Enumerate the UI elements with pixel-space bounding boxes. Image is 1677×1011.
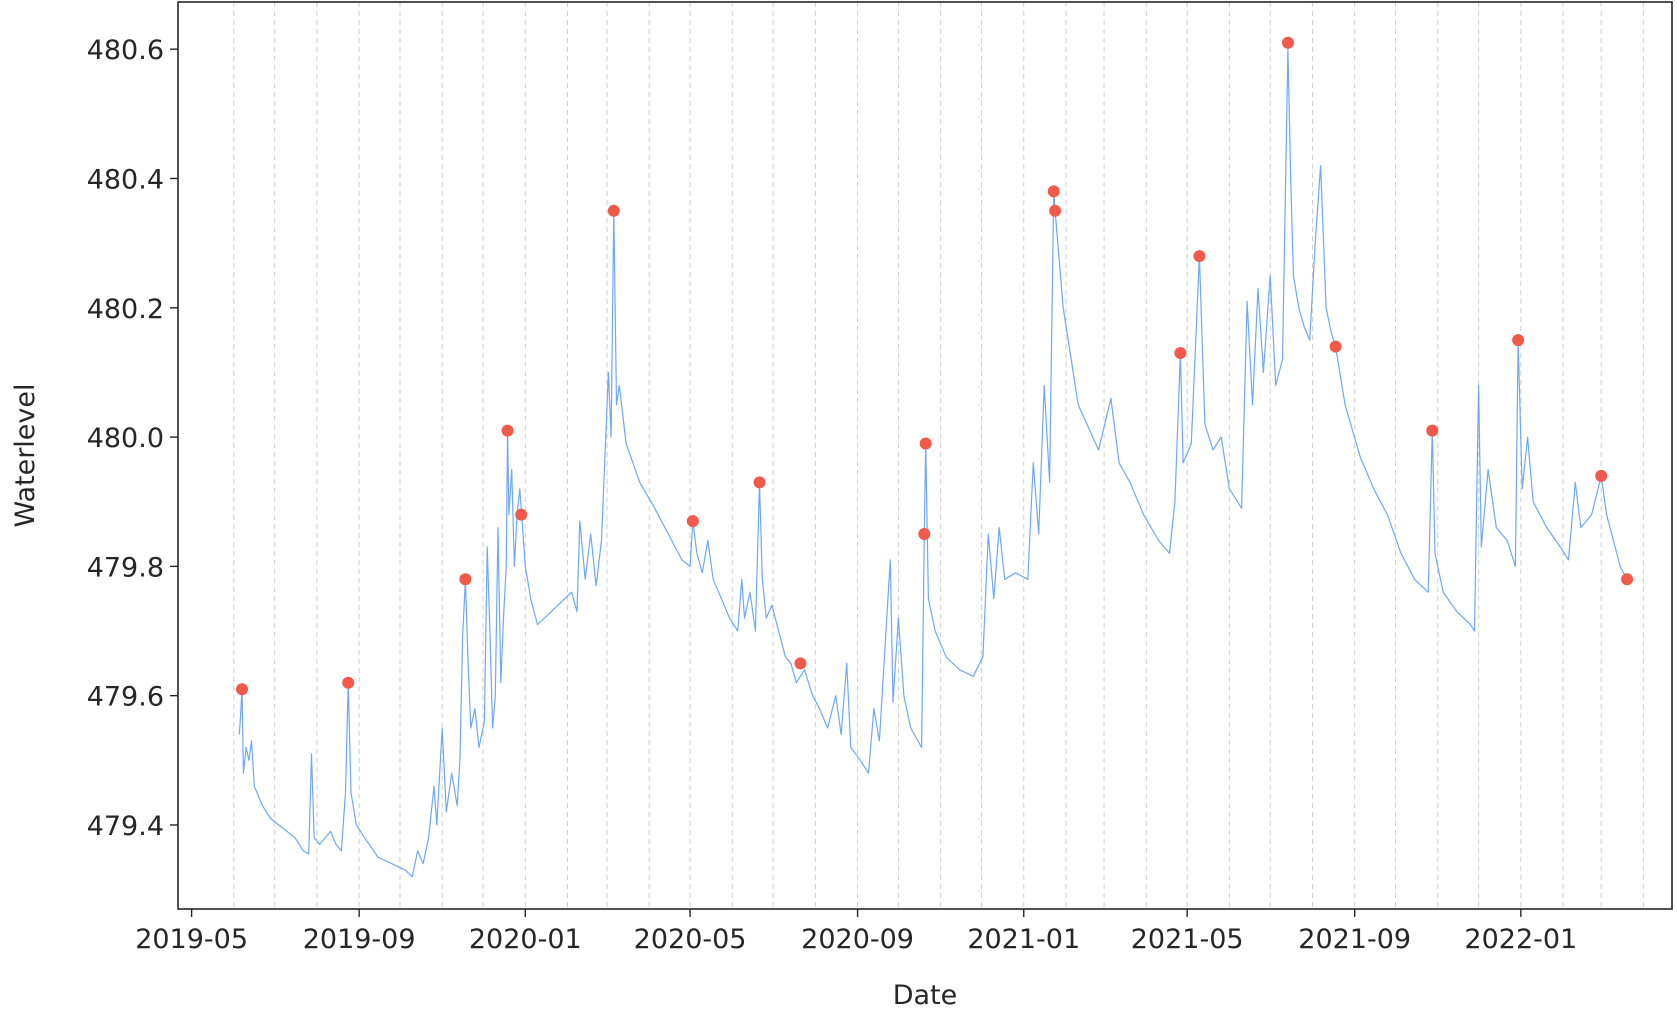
peak-point: [501, 424, 514, 437]
series-line: [238, 48, 1628, 878]
peak-point: [1281, 36, 1294, 49]
peak-point: [1049, 204, 1062, 217]
x-tick-label: 2020-01: [469, 924, 582, 955]
peak-point: [515, 508, 528, 521]
x-tick-label: 2021-09: [1298, 924, 1411, 955]
y-tick-label: 480.4: [87, 164, 164, 195]
series-line-layer: [238, 48, 1628, 878]
y-tick-label: 479.6: [87, 682, 164, 713]
peak-point: [753, 476, 766, 489]
peak-point: [1193, 250, 1206, 263]
peak-point: [607, 204, 620, 217]
x-tick-label: 2020-09: [801, 924, 914, 955]
peak-point: [1595, 469, 1608, 482]
y-tick-label: 480.6: [87, 35, 164, 66]
y-tick-label: 479.4: [87, 811, 164, 842]
vertical-grid: [233, 2, 1644, 909]
plot-frame: [177, 1, 1673, 910]
y-tick-label: 479.8: [87, 552, 164, 583]
peak-markers: [236, 36, 1634, 696]
y-tick-label: 480.2: [87, 294, 164, 325]
peak-point: [918, 528, 931, 541]
y-axis-label: Waterlevel: [10, 383, 41, 527]
x-tick-label: 2022-01: [1464, 924, 1577, 955]
x-tick-label: 2020-05: [634, 924, 747, 955]
peak-point: [794, 657, 807, 670]
y-tick-label: 480.0: [87, 423, 164, 454]
x-tick-label: 2019-05: [135, 924, 248, 955]
x-tick-label: 2021-01: [967, 924, 1080, 955]
peak-point: [342, 676, 355, 689]
peak-point: [1329, 340, 1342, 353]
peak-point: [1621, 573, 1634, 586]
x-axis-label: Date: [893, 980, 958, 1011]
peak-point: [1512, 334, 1525, 347]
peak-point: [1174, 347, 1187, 360]
x-axis-ticks: 2019-05 2019-09 2020-01 2020-05 2020-09 2021-…: [135, 909, 1577, 955]
x-tick-label: 2019-09: [303, 924, 416, 955]
peak-point: [919, 437, 932, 450]
peak-point: [1047, 185, 1060, 198]
peak-point: [459, 573, 472, 586]
peak-point: [686, 515, 699, 528]
peak-point: [1426, 424, 1439, 437]
peak-point: [236, 683, 249, 696]
y-axis-ticks: 479.4 479.6 479.8 480.0 480.2 480.4 480.6: [87, 35, 178, 842]
x-tick-label: 2021-05: [1131, 924, 1244, 955]
